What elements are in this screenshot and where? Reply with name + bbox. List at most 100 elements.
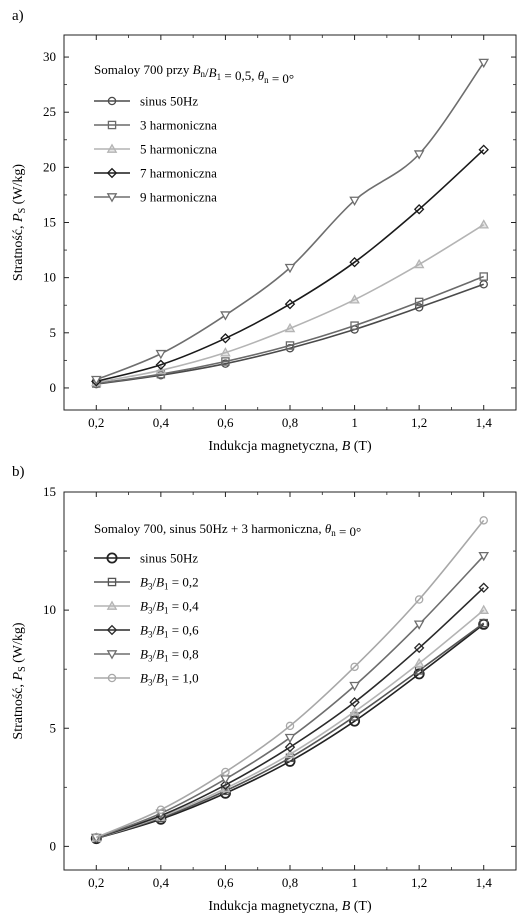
series-5 xyxy=(92,516,488,842)
data-point xyxy=(479,618,488,628)
data-point xyxy=(221,357,230,366)
data-point xyxy=(284,748,296,759)
data-point xyxy=(220,775,231,785)
data-point xyxy=(284,733,296,744)
data-point xyxy=(478,604,490,614)
data-point xyxy=(414,297,424,307)
data-point xyxy=(220,311,231,321)
legend-item: sinus 50Hz xyxy=(94,94,198,109)
x-tick-label: 0,2 xyxy=(88,875,104,890)
x-tick-label: 1 xyxy=(351,875,358,890)
legend-label: sinus 50Hz xyxy=(140,551,198,566)
x-tick-label: 1,4 xyxy=(476,415,493,430)
y-tick-label: 15 xyxy=(43,484,56,499)
x-axis-label: Indukcja magnetyczna, B (T) xyxy=(208,439,372,454)
data-point xyxy=(155,349,167,360)
legend-item: 5 harmoniczna xyxy=(94,142,217,157)
data-point xyxy=(349,256,360,268)
legend-title: Somaloy 700, sinus 50Hz + 3 harmoniczna,… xyxy=(94,521,361,539)
data-point xyxy=(349,697,360,708)
data-point xyxy=(413,258,425,269)
y-tick-label: 5 xyxy=(50,325,57,340)
data-point xyxy=(479,516,488,525)
x-tick-label: 1,2 xyxy=(411,415,427,430)
x-tick-label: 0,2 xyxy=(88,415,104,430)
data-point xyxy=(220,333,231,344)
legend-label: 9 harmoniczna xyxy=(140,190,217,205)
data-point xyxy=(413,150,425,160)
series-line xyxy=(96,224,485,384)
x-tick-label: 0,4 xyxy=(153,415,170,430)
legend: Somaloy 700, sinus 50Hz + 3 harmoniczna,… xyxy=(94,521,361,688)
data-point xyxy=(156,805,166,815)
legend-item: 7 harmoniczna xyxy=(94,166,217,181)
x-tick-label: 0,4 xyxy=(153,875,170,890)
legend-item: 3 harmoniczna xyxy=(94,118,217,133)
legend-marker xyxy=(107,577,117,587)
y-axis-label: Stratność, PS (W/kg) xyxy=(11,622,28,740)
x-tick-label: 1,2 xyxy=(411,875,427,890)
legend-marker xyxy=(107,120,117,130)
y-tick-label: 30 xyxy=(43,49,56,64)
panel-label: b) xyxy=(12,464,25,480)
data-point xyxy=(220,347,231,357)
y-tick-label: 5 xyxy=(50,720,57,735)
panel-label: a) xyxy=(12,8,24,24)
chart-panel-b: b) 0,2 0,4 0,6 0,8 1 1,2 1,4 0 5 10 15 Indukcja magn… xyxy=(11,464,517,914)
legend-item: B3/B1 = 0,8 xyxy=(94,647,199,664)
data-point xyxy=(349,294,360,304)
data-point xyxy=(414,595,424,604)
series-2 xyxy=(90,219,490,387)
data-point xyxy=(349,706,360,716)
data-point xyxy=(478,144,489,155)
series-line xyxy=(96,283,484,385)
data-point xyxy=(284,755,296,767)
y-tick-label: 20 xyxy=(43,159,56,174)
data-point xyxy=(413,657,425,668)
legend-marker xyxy=(106,600,118,610)
legend-item: B3/B1 = 0,4 xyxy=(94,599,199,616)
x-tick-label: 1 xyxy=(351,415,358,430)
legend-marker xyxy=(106,552,118,564)
legend-label: B3/B1 = 1,0 xyxy=(140,671,199,688)
data-point xyxy=(220,779,231,791)
legend-marker xyxy=(106,193,118,203)
series-line xyxy=(96,275,485,385)
legend-marker xyxy=(107,673,117,683)
series-line xyxy=(96,609,485,839)
data-point xyxy=(221,767,230,777)
legend-marker xyxy=(106,143,118,153)
legend-item: 9 harmoniczna xyxy=(94,190,217,205)
chart-panel-a: a) 0,2 0,4 0,6 0,8 1 1,2 1,4 0 5 10 15 20 25 30 Indukcj… xyxy=(11,8,517,454)
legend-marker xyxy=(106,650,118,660)
legend-item: B3/B1 = 1,0 xyxy=(94,671,199,688)
legend-label: 3 harmoniczna xyxy=(140,118,217,133)
y-tick-label: 10 xyxy=(43,270,56,285)
data-point xyxy=(90,375,102,386)
data-point xyxy=(414,303,424,312)
x-tick-label: 0,8 xyxy=(282,875,298,890)
x-axis-label: Indukcja magnetyczna, B (T) xyxy=(208,899,372,914)
legend-item: B3/B1 = 0,2 xyxy=(94,575,199,592)
legend-item: sinus 50Hz xyxy=(94,551,198,566)
data-point xyxy=(478,219,490,229)
series-3 xyxy=(91,582,489,844)
data-point xyxy=(155,359,167,370)
data-point xyxy=(413,642,425,654)
legend-label: B3/B1 = 0,6 xyxy=(140,623,199,640)
data-point xyxy=(478,58,490,69)
plot-frame xyxy=(63,491,517,871)
data-point xyxy=(350,712,359,721)
data-point xyxy=(413,204,425,215)
data-point xyxy=(350,321,359,330)
data-point xyxy=(413,620,425,630)
legend-label: B3/B1 = 0,4 xyxy=(140,599,199,616)
data-point xyxy=(349,196,360,206)
data-point xyxy=(478,551,490,562)
x-tick-label: 1,4 xyxy=(476,875,493,890)
x-tick-label: 0,6 xyxy=(217,415,234,430)
data-point xyxy=(92,833,101,842)
series-4 xyxy=(90,551,490,844)
legend-title: Somaloy 700 przy Bn/B1 = 0,5, θn = 0° xyxy=(94,62,294,86)
